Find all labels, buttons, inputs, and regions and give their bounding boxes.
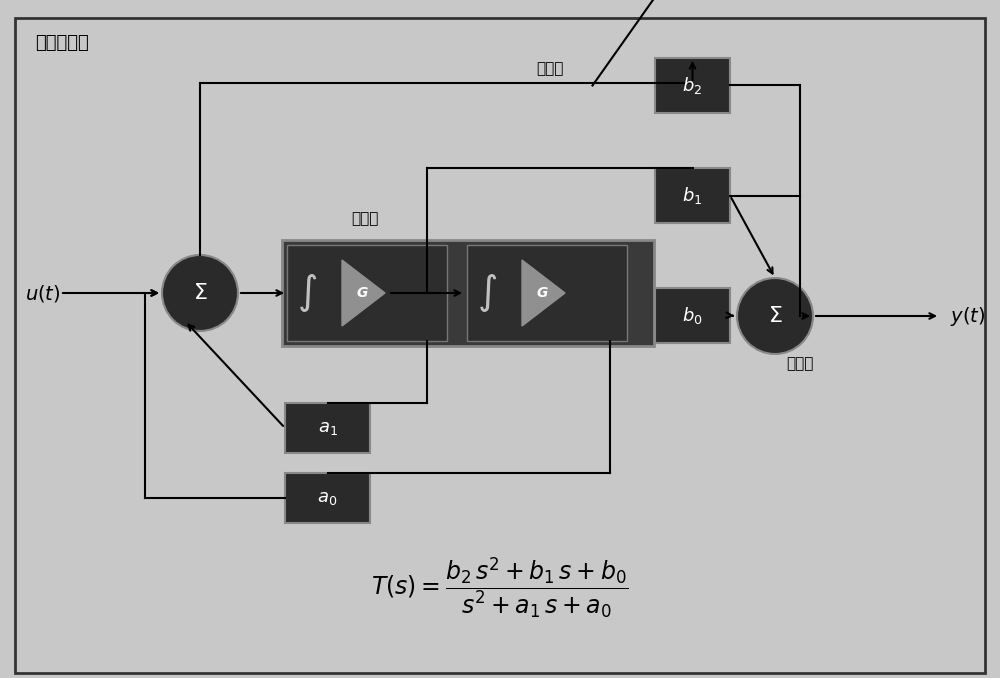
Polygon shape bbox=[522, 260, 565, 326]
Text: $\int$: $\int$ bbox=[477, 272, 497, 314]
Circle shape bbox=[737, 278, 813, 354]
Text: 加法器: 加法器 bbox=[786, 356, 814, 371]
Circle shape bbox=[162, 255, 238, 331]
Text: 衰减器: 衰减器 bbox=[536, 61, 564, 76]
Text: $T(s) = \dfrac{b_2\,s^2 + b_1\,s + b_0}{s^2 + a_1\,s + a_0}$: $T(s) = \dfrac{b_2\,s^2 + b_1\,s + b_0}{… bbox=[371, 555, 629, 620]
Text: 积分器: 积分器 bbox=[351, 211, 379, 226]
Text: $a_0$: $a_0$ bbox=[317, 489, 338, 507]
Text: $u(t)$: $u(t)$ bbox=[25, 283, 61, 304]
Bar bbox=[655, 168, 730, 223]
Bar bbox=[287, 245, 447, 341]
Bar bbox=[655, 288, 730, 343]
Text: $b_0$: $b_0$ bbox=[682, 305, 703, 326]
Polygon shape bbox=[342, 260, 385, 326]
Text: $\Sigma$: $\Sigma$ bbox=[193, 283, 207, 303]
Bar bbox=[655, 58, 730, 113]
Text: 双二阶单元: 双二阶单元 bbox=[35, 34, 89, 52]
Bar bbox=[285, 473, 370, 523]
Text: G: G bbox=[536, 286, 548, 300]
Text: $\Sigma$: $\Sigma$ bbox=[768, 306, 782, 326]
Text: $y(t)$: $y(t)$ bbox=[950, 304, 985, 327]
Text: G: G bbox=[356, 286, 368, 300]
Bar bbox=[467, 245, 627, 341]
Text: $b_2$: $b_2$ bbox=[682, 75, 703, 96]
Bar bbox=[285, 403, 370, 453]
Text: $b_1$: $b_1$ bbox=[682, 185, 703, 206]
Bar bbox=[282, 240, 654, 346]
Text: $\int$: $\int$ bbox=[297, 272, 317, 314]
Text: $a_1$: $a_1$ bbox=[318, 419, 337, 437]
